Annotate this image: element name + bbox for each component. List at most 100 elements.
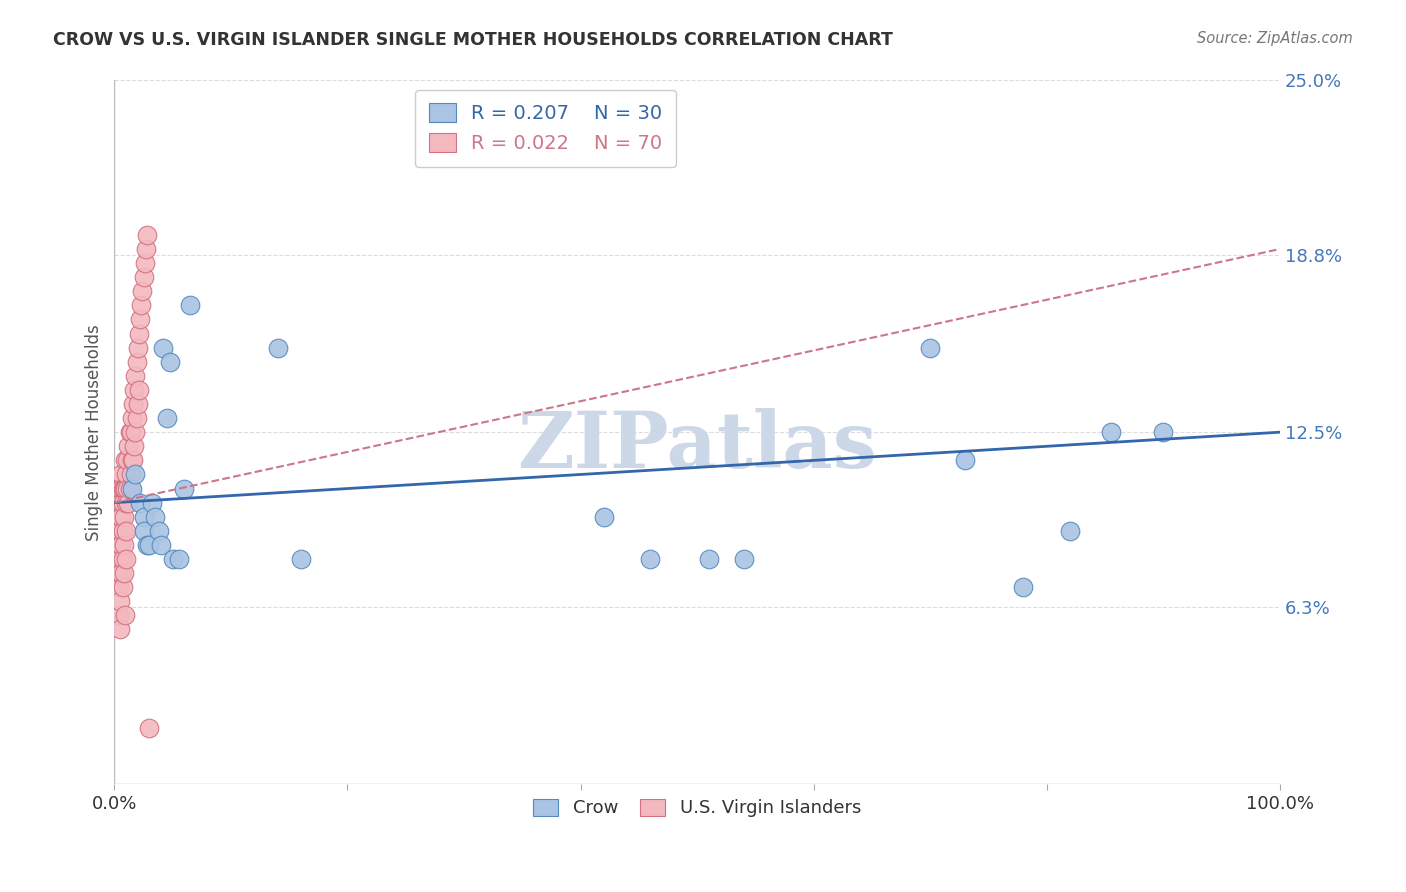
Point — [114, 608, 136, 623]
Point — [127, 341, 149, 355]
Point — [143, 509, 166, 524]
Point — [148, 524, 170, 538]
Point — [114, 453, 136, 467]
Point — [118, 425, 141, 440]
Point — [136, 538, 159, 552]
Point — [122, 439, 145, 453]
Point — [131, 285, 153, 299]
Point — [110, 524, 132, 538]
Point — [159, 355, 181, 369]
Point — [111, 524, 134, 538]
Point — [124, 368, 146, 383]
Point — [115, 496, 138, 510]
Point — [107, 566, 129, 580]
Point — [290, 552, 312, 566]
Point — [136, 227, 159, 242]
Point — [120, 425, 142, 440]
Point — [110, 552, 132, 566]
Point — [125, 355, 148, 369]
Point — [124, 425, 146, 440]
Point — [697, 552, 720, 566]
Point — [129, 298, 152, 312]
Point — [110, 482, 132, 496]
Point — [129, 496, 152, 510]
Point — [167, 552, 190, 566]
Point — [115, 552, 138, 566]
Point — [110, 594, 132, 608]
Point — [1059, 524, 1081, 538]
Point — [115, 482, 138, 496]
Point — [110, 467, 132, 482]
Point — [173, 482, 195, 496]
Point — [112, 566, 135, 580]
Point — [110, 538, 132, 552]
Point — [111, 580, 134, 594]
Point — [138, 538, 160, 552]
Point — [120, 467, 142, 482]
Point — [129, 312, 152, 326]
Point — [128, 383, 150, 397]
Point — [117, 439, 139, 453]
Point — [132, 524, 155, 538]
Point — [953, 453, 976, 467]
Point — [108, 524, 131, 538]
Legend: Crow, U.S. Virgin Islanders: Crow, U.S. Virgin Islanders — [526, 791, 868, 825]
Point — [1152, 425, 1174, 440]
Point — [117, 496, 139, 510]
Point — [592, 509, 614, 524]
Point — [134, 256, 156, 270]
Point — [127, 397, 149, 411]
Point — [108, 608, 131, 623]
Point — [115, 467, 138, 482]
Text: ZIPatlas: ZIPatlas — [517, 409, 877, 484]
Point — [111, 552, 134, 566]
Point — [132, 270, 155, 285]
Point — [110, 509, 132, 524]
Point — [107, 509, 129, 524]
Point — [179, 298, 201, 312]
Point — [266, 341, 288, 355]
Point — [150, 538, 173, 552]
Point — [112, 482, 135, 496]
Point — [152, 341, 174, 355]
Point — [138, 721, 160, 735]
Point — [108, 496, 131, 510]
Point — [121, 411, 143, 425]
Point — [112, 538, 135, 552]
Point — [115, 524, 138, 538]
Point — [128, 326, 150, 341]
Y-axis label: Single Mother Households: Single Mother Households — [86, 324, 103, 541]
Point — [108, 580, 131, 594]
Point — [1012, 580, 1035, 594]
Point — [1099, 425, 1122, 440]
Point — [110, 482, 132, 496]
Point — [920, 341, 942, 355]
Point — [162, 552, 184, 566]
Point — [110, 623, 132, 637]
Point — [135, 242, 157, 256]
Point — [111, 482, 134, 496]
Point — [122, 383, 145, 397]
Point — [110, 496, 132, 510]
Point — [115, 453, 138, 467]
Point — [121, 453, 143, 467]
Point — [122, 397, 145, 411]
Point — [108, 552, 131, 566]
Point — [107, 538, 129, 552]
Point — [114, 482, 136, 496]
Point — [124, 467, 146, 482]
Point — [111, 496, 134, 510]
Point — [107, 482, 129, 496]
Point — [141, 496, 163, 510]
Point — [110, 509, 132, 524]
Point — [122, 453, 145, 467]
Point — [110, 566, 132, 580]
Point — [156, 411, 179, 425]
Point — [118, 482, 141, 496]
Point — [733, 552, 755, 566]
Point — [110, 566, 132, 580]
Point — [112, 509, 135, 524]
Point — [110, 538, 132, 552]
Point — [125, 411, 148, 425]
Text: Source: ZipAtlas.com: Source: ZipAtlas.com — [1197, 31, 1353, 46]
